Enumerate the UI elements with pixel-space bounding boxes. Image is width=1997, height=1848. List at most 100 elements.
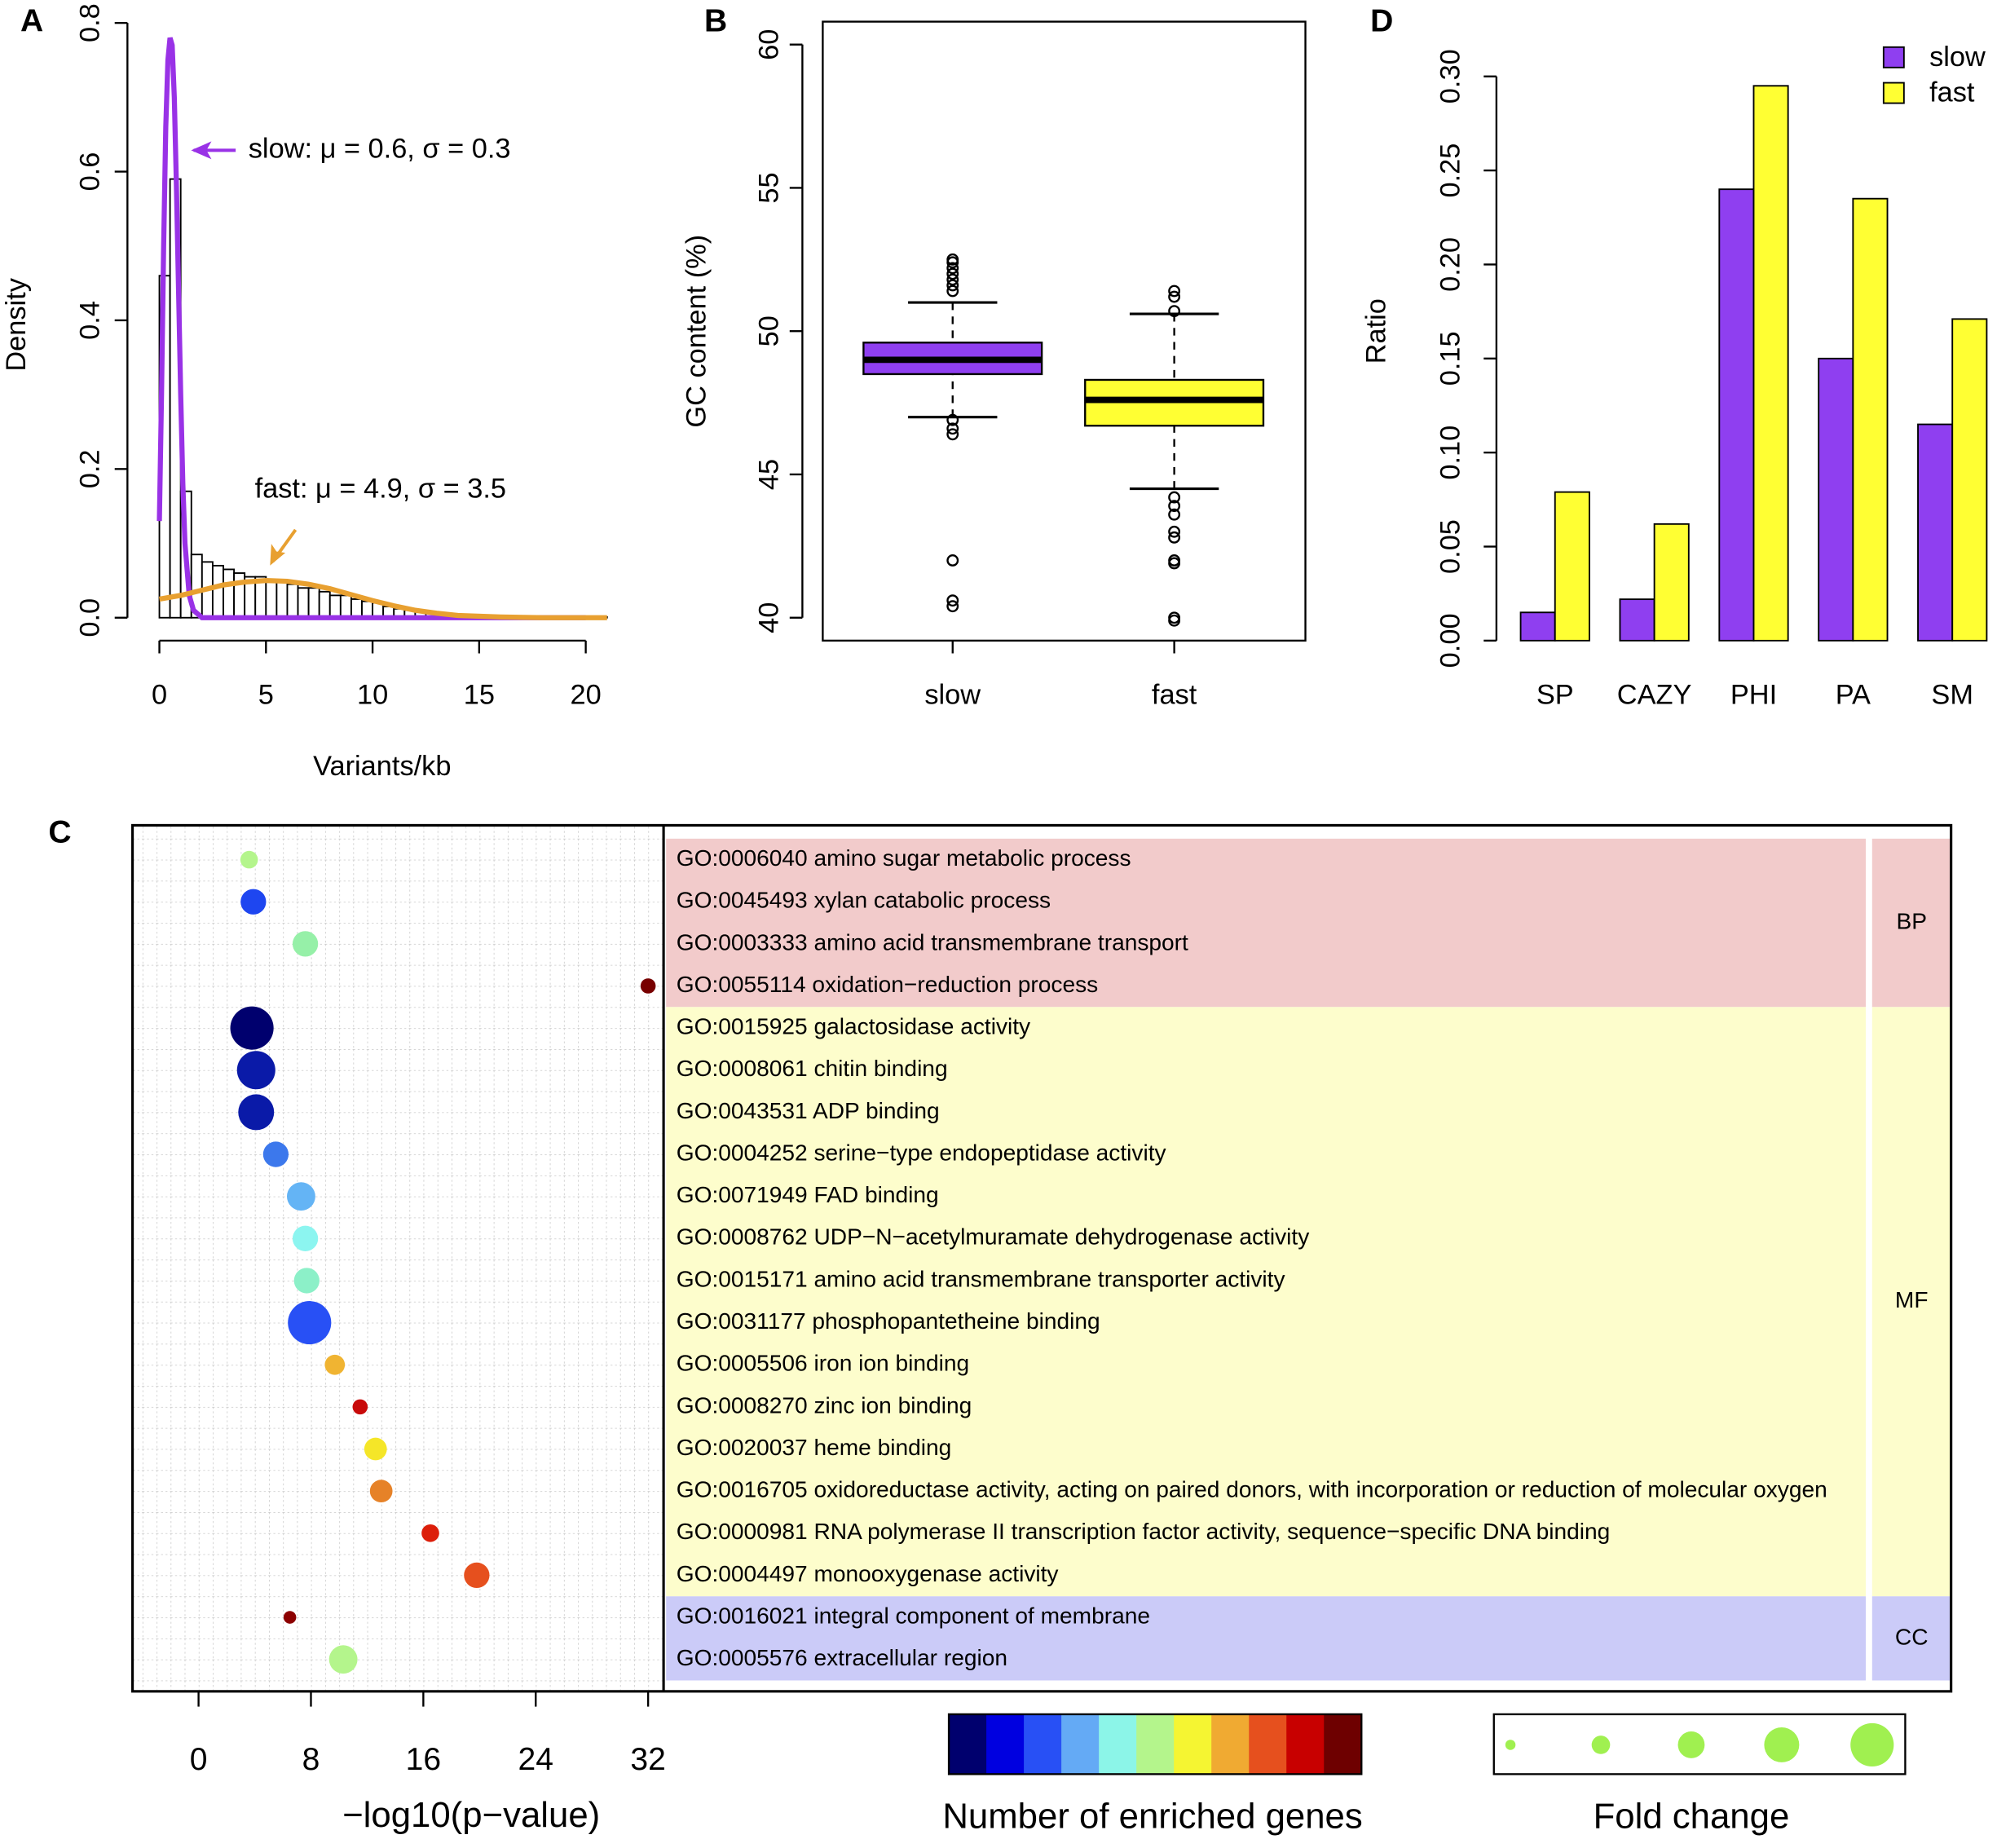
hist-bar [223, 568, 236, 619]
x-tick-label: CAZY [1617, 680, 1692, 711]
dot [640, 978, 656, 994]
dot [292, 1225, 319, 1251]
dot [328, 1645, 358, 1674]
x-axis-label: −log10(p−value) [342, 1795, 600, 1835]
outlier [946, 273, 959, 286]
group-band [1871, 838, 1951, 1008]
dot [292, 931, 319, 957]
density-curve [156, 37, 586, 620]
outlier [946, 428, 959, 441]
x-tick-label: fast [1152, 680, 1197, 711]
hist-bar [211, 564, 224, 619]
colorbar-cell [1024, 1713, 1062, 1775]
go-term: GO:0031177 phosphopantetheine binding [677, 1308, 1100, 1334]
legend-label: slow [1929, 42, 1986, 73]
go-term: GO:0071949 FAD binding [677, 1182, 939, 1207]
outlier [946, 253, 959, 266]
y-axis-label: Density [1, 277, 32, 371]
colorbar-cell [1211, 1713, 1250, 1775]
dot [352, 1399, 368, 1415]
hist-bar [265, 580, 278, 619]
dot [283, 1611, 297, 1624]
panel-letter: A [20, 3, 43, 38]
bar [1951, 318, 1988, 642]
annotation: fast: μ = 4.9, σ = 3.5 [255, 474, 506, 505]
outlier [1168, 290, 1181, 303]
go-term: GO:0004497 monooxygenase activity [677, 1561, 1059, 1586]
outlier [1168, 284, 1181, 298]
colorbar-cell [1099, 1713, 1137, 1775]
colorbar-cell [1174, 1713, 1212, 1775]
x-tick-label: PA [1836, 680, 1871, 711]
y-tick-label: 40 [753, 602, 784, 633]
group-band [666, 838, 1866, 1008]
outlier [1168, 305, 1181, 318]
hist-bar [276, 580, 289, 619]
go-term: GO:0006040 amino sugar metabolic process [677, 845, 1131, 871]
dot [464, 1562, 490, 1589]
colorbar-frame [947, 1713, 1363, 1775]
go-term: GO:0045493 xylan catabolic process [677, 888, 1051, 913]
legend-swatch [1882, 82, 1905, 104]
go-term: GO:0000981 RNA polymerase II transcripti… [677, 1519, 1611, 1544]
dot [369, 1480, 393, 1503]
x-tick-label: 0 [190, 1742, 208, 1777]
plot-frame [822, 20, 1307, 642]
hist-bar [328, 594, 342, 619]
go-term: GO:0015925 galactosidase activity [677, 1014, 1030, 1039]
outlier [1168, 500, 1181, 513]
outlier [946, 413, 959, 426]
colorbar-title: Number of enriched genes [942, 1797, 1362, 1837]
dot [230, 1006, 274, 1050]
size-legend-dot [1505, 1740, 1516, 1750]
legend-label: fast [1929, 77, 1975, 108]
y-tick-label: 0.10 [1435, 426, 1466, 480]
bar [1519, 611, 1556, 642]
dot [421, 1524, 439, 1542]
dot [324, 1354, 346, 1375]
go-term: GO:0008762 UDP−N−acetylmuramate dehydrog… [677, 1224, 1310, 1250]
y-tick-label: 0.05 [1435, 519, 1466, 574]
outlier [1168, 614, 1181, 627]
group-label: CC [1895, 1624, 1929, 1649]
go-term: GO:0005576 extracellular region [677, 1645, 1007, 1670]
y-axis-label: GC content (%) [681, 235, 712, 428]
bar [1752, 85, 1789, 642]
outlier [1168, 557, 1181, 570]
dot [364, 1437, 387, 1461]
group-label: BP [1896, 908, 1926, 933]
y-axis-label: Ratio [1361, 298, 1392, 364]
outlier [946, 554, 959, 567]
colorbar-cell [1286, 1713, 1325, 1775]
go-term: GO:0004252 serine−type endopeptidase act… [677, 1140, 1166, 1165]
y-tick-label: 45 [753, 459, 784, 490]
x-axis-label: Variants/kb [313, 751, 451, 782]
group-label: MF [1895, 1287, 1929, 1312]
group-band [1871, 1596, 1951, 1681]
hist-bar [297, 587, 310, 619]
x-tick-label: SM [1931, 680, 1973, 711]
panel-letter: C [48, 815, 71, 850]
outlier [946, 594, 959, 607]
size-legend-dot [1850, 1722, 1894, 1767]
go-term: GO:0015171 amino acid transmembrane tran… [677, 1266, 1285, 1291]
hist-bar [339, 594, 352, 619]
panel-letter: D [1370, 3, 1393, 38]
go-term: GO:0043531 ADP binding [677, 1098, 940, 1123]
go-term: GO:0016021 integral component of membran… [677, 1603, 1150, 1628]
hist-bar [286, 583, 299, 619]
go-term: GO:0008061 chitin binding [677, 1056, 948, 1081]
outlier [1168, 531, 1181, 544]
x-tick-label: 24 [518, 1742, 553, 1777]
group-band [666, 1007, 1866, 1597]
bar [1718, 188, 1755, 642]
y-tick-label: 0.30 [1435, 49, 1466, 104]
colorbar-cell [1324, 1713, 1362, 1775]
go-term: GO:0020037 heme binding [677, 1435, 952, 1460]
x-tick-label: 32 [630, 1742, 665, 1777]
dot [286, 1182, 315, 1211]
outlier [946, 267, 959, 280]
outlier [946, 600, 959, 613]
